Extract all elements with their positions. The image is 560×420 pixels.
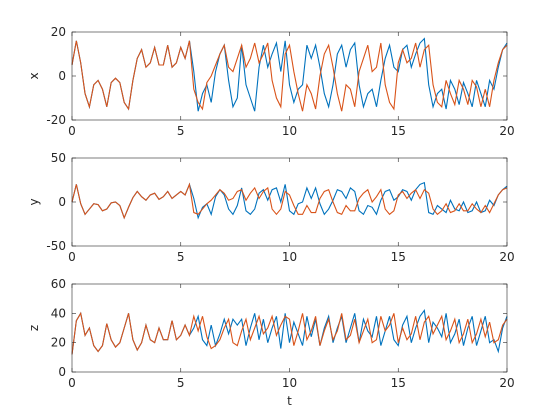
y-tick-label: 50 bbox=[51, 151, 66, 165]
y-tick-label: 40 bbox=[51, 306, 66, 320]
x-tick-label: 5 bbox=[177, 124, 185, 138]
y-tick-label: 60 bbox=[51, 277, 66, 291]
x-tick-label: 5 bbox=[177, 250, 185, 264]
y-axis-label: x bbox=[27, 72, 41, 79]
y-tick-label: 0 bbox=[58, 69, 66, 83]
series-line bbox=[71, 40, 508, 112]
x-tick-label: 0 bbox=[68, 250, 76, 264]
x-axis-label: t bbox=[287, 394, 292, 408]
plot-area bbox=[72, 284, 507, 372]
plot-area bbox=[72, 158, 507, 246]
x-tick-label: 20 bbox=[499, 250, 514, 264]
series-line bbox=[71, 182, 508, 220]
x-tick-label: 0 bbox=[68, 124, 76, 138]
y-tick-label: 20 bbox=[51, 336, 66, 350]
y-tick-label: -50 bbox=[46, 239, 66, 253]
x-tick-label: 10 bbox=[282, 250, 297, 264]
y-axis-label: y bbox=[27, 198, 41, 205]
x-tick-label: 5 bbox=[177, 376, 185, 390]
y-axis-label: z bbox=[27, 325, 41, 331]
y-tick-label: 0 bbox=[58, 365, 66, 379]
x-tick-label: 20 bbox=[499, 376, 514, 390]
x-tick-label: 20 bbox=[499, 124, 514, 138]
x-tick-label: 0 bbox=[68, 376, 76, 390]
x-tick-label: 15 bbox=[391, 124, 406, 138]
series-line bbox=[71, 311, 508, 355]
x-tick-label: 10 bbox=[282, 124, 297, 138]
y-tick-label: -20 bbox=[46, 113, 66, 127]
x-tick-label: 15 bbox=[391, 250, 406, 264]
x-tick-label: 10 bbox=[282, 376, 297, 390]
x-tick-label: 15 bbox=[391, 376, 406, 390]
y-tick-label: 0 bbox=[58, 195, 66, 209]
y-tick-label: 20 bbox=[51, 25, 66, 39]
